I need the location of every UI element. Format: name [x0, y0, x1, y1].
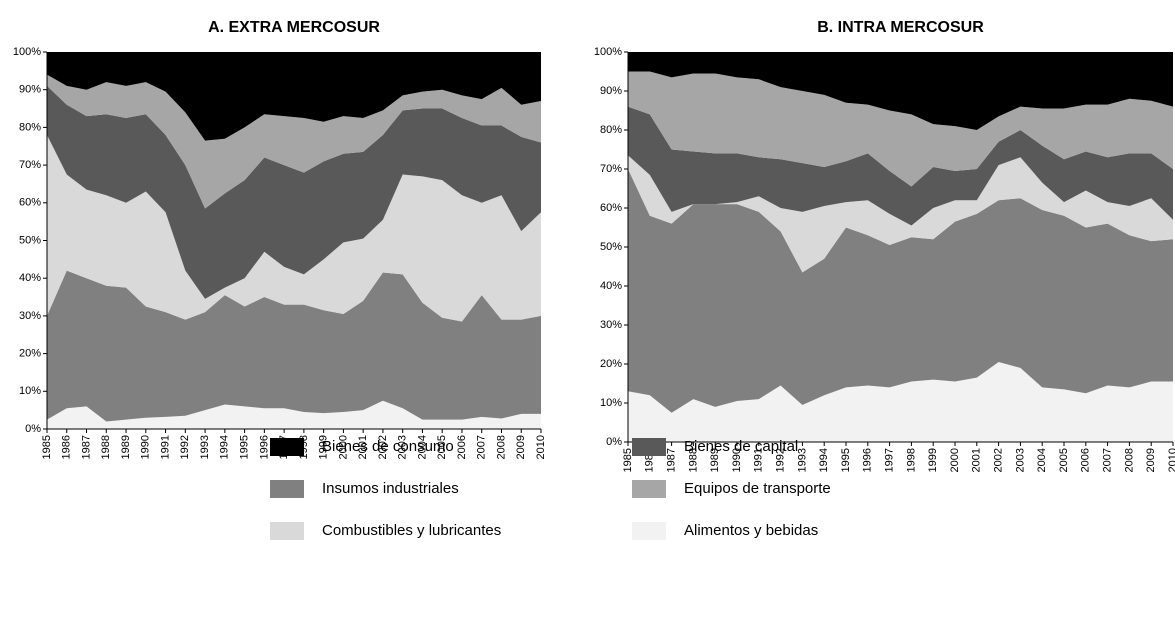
x-tick-label: 2006: [456, 435, 468, 459]
x-tick-label: 2009: [515, 435, 527, 459]
x-tick-label: 1995: [840, 448, 852, 472]
x-tick-label: 2002: [993, 448, 1005, 472]
area: [47, 74, 541, 209]
x-tick-label: 1985: [41, 435, 53, 459]
x-tick-label: 1996: [862, 448, 874, 472]
x-tick-label: 1994: [818, 448, 830, 472]
area: [47, 52, 541, 141]
x-tick-label: 2003: [397, 435, 409, 459]
y-tick-label: 30%: [600, 319, 622, 331]
x-tick-label: 1986: [61, 435, 73, 459]
y-tick-label: 70%: [19, 159, 41, 171]
x-tick-label: 2003: [1014, 448, 1026, 472]
area: [628, 155, 1173, 273]
x-tick-label: 2001: [357, 435, 369, 459]
legend-label: Bienes de consumo: [322, 438, 454, 455]
x-tick-label: 2005: [436, 435, 448, 459]
x-tick-label: 1990: [140, 435, 152, 459]
x-tick-label: 1987: [666, 448, 678, 472]
y-tick-label: 40%: [600, 280, 622, 292]
x-tick-label: 2004: [1036, 448, 1048, 472]
x-tick-label: 1998: [905, 448, 917, 472]
x-tick-label: 1995: [239, 435, 251, 459]
y-tick-label: 30%: [19, 310, 41, 322]
x-tick-label: 2008: [1123, 448, 1135, 472]
x-tick-label: 2004: [416, 435, 428, 459]
x-tick-label: 1991: [753, 448, 765, 472]
x-tick-label: 2000: [949, 448, 961, 472]
x-tick-label: 2007: [476, 435, 488, 459]
legend-label: Alimentos y bebidas: [684, 522, 818, 539]
x-tick-label: 1987: [80, 435, 92, 459]
y-tick-label: 90%: [19, 84, 41, 96]
area: [47, 400, 541, 429]
y-tick-label: 10%: [19, 385, 41, 397]
x-tick-label: 1999: [927, 448, 939, 472]
y-tick-label: 100%: [13, 46, 41, 58]
x-tick-label: 2010: [1167, 448, 1175, 472]
area: [628, 52, 1173, 130]
legend-swatch: [632, 522, 666, 540]
legend-swatch: [632, 480, 666, 498]
y-tick-label: 0%: [25, 423, 41, 435]
x-tick-label: 2008: [495, 435, 507, 459]
y-tick-label: 60%: [600, 202, 622, 214]
x-tick-label: 1988: [100, 435, 112, 459]
x-tick-label: 1993: [796, 448, 808, 472]
area: [628, 71, 1173, 187]
chart-title: B. INTRA MERCOSUR: [817, 19, 984, 36]
area: [628, 106, 1173, 226]
y-tick-label: 10%: [600, 397, 622, 409]
y-tick-label: 50%: [19, 234, 41, 246]
x-tick-label: 1989: [709, 448, 721, 472]
x-tick-label: 2000: [337, 435, 349, 459]
y-tick-label: 80%: [19, 121, 41, 133]
x-tick-label: 1989: [120, 435, 132, 459]
x-tick-label: 1999: [318, 435, 330, 459]
x-tick-label: 1991: [159, 435, 171, 459]
y-tick-label: 60%: [19, 197, 41, 209]
x-tick-label: 1992: [775, 448, 787, 472]
legend-label: Bienes de capital: [684, 438, 798, 455]
x-tick-label: 1988: [687, 448, 699, 472]
x-tick-label: 2010: [535, 435, 547, 459]
x-tick-label: 2006: [1080, 448, 1092, 472]
legend-swatch: [270, 438, 304, 456]
legend-label: Insumos industriales: [322, 480, 459, 497]
x-tick-label: 1985: [622, 448, 634, 472]
area: [628, 362, 1173, 442]
x-tick-label: 2009: [1145, 448, 1157, 472]
y-tick-label: 90%: [600, 85, 622, 97]
chart-title: A. EXTRA MERCOSUR: [208, 19, 380, 36]
y-tick-label: 20%: [19, 348, 41, 360]
y-tick-label: 50%: [600, 241, 622, 253]
x-tick-label: 2001: [971, 448, 983, 472]
x-tick-label: 2005: [1058, 448, 1070, 472]
area: [47, 134, 541, 322]
x-tick-label: 1993: [199, 435, 211, 459]
legend-label: Equipos de transporte: [684, 480, 831, 497]
legend-swatch: [270, 522, 304, 540]
y-tick-label: 20%: [600, 358, 622, 370]
y-tick-label: 0%: [606, 436, 622, 448]
y-tick-label: 40%: [19, 272, 41, 284]
y-tick-label: 100%: [594, 46, 622, 58]
area: [47, 85, 541, 299]
x-tick-label: 1996: [258, 435, 270, 459]
area: [47, 270, 541, 422]
area: [628, 169, 1173, 413]
legend-swatch: [270, 480, 304, 498]
y-tick-label: 80%: [600, 124, 622, 136]
x-tick-label: 2002: [377, 435, 389, 459]
legend-swatch: [632, 438, 666, 456]
y-tick-label: 70%: [600, 163, 622, 175]
x-tick-label: 1992: [179, 435, 191, 459]
x-tick-label: 1994: [219, 435, 231, 459]
legend-label: Combustibles y lubricantes: [322, 522, 501, 539]
x-tick-label: 2007: [1102, 448, 1114, 472]
x-tick-label: 1997: [884, 448, 896, 472]
x-tick-label: 1990: [731, 448, 743, 472]
